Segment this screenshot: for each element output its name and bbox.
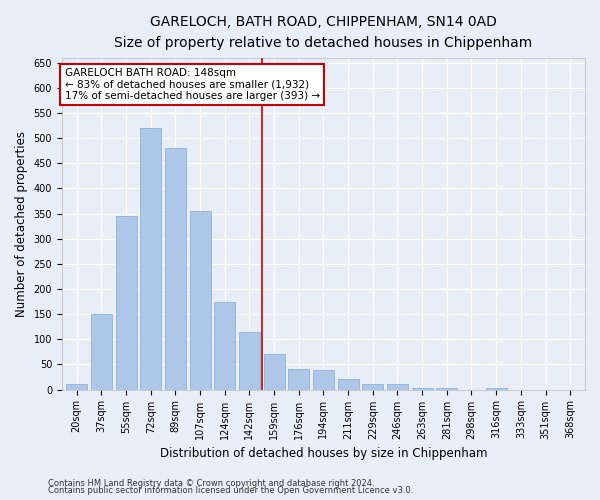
Bar [263,354,284,390]
Bar [288,370,309,390]
Bar [91,314,112,390]
Bar [214,302,235,390]
Text: Contains public sector information licensed under the Open Government Licence v3: Contains public sector information licen… [48,486,413,495]
Text: Contains HM Land Registry data © Crown copyright and database right 2024.: Contains HM Land Registry data © Crown c… [48,478,374,488]
Title: GARELOCH, BATH ROAD, CHIPPENHAM, SN14 0AD
Size of property relative to detached : GARELOCH, BATH ROAD, CHIPPENHAM, SN14 0A… [115,15,533,50]
Y-axis label: Number of detached properties: Number of detached properties [15,130,28,316]
Bar [436,388,457,390]
Bar [190,211,211,390]
Text: GARELOCH BATH ROAD: 148sqm
← 83% of detached houses are smaller (1,932)
17% of s: GARELOCH BATH ROAD: 148sqm ← 83% of deta… [65,68,320,101]
Bar [165,148,186,390]
Bar [338,378,359,390]
Bar [66,384,87,390]
Bar [362,384,383,390]
Bar [387,384,408,390]
Bar [140,128,161,390]
Bar [412,388,433,390]
Bar [313,370,334,390]
X-axis label: Distribution of detached houses by size in Chippenham: Distribution of detached houses by size … [160,447,487,460]
Bar [239,332,260,390]
Bar [116,216,137,390]
Bar [485,388,506,390]
